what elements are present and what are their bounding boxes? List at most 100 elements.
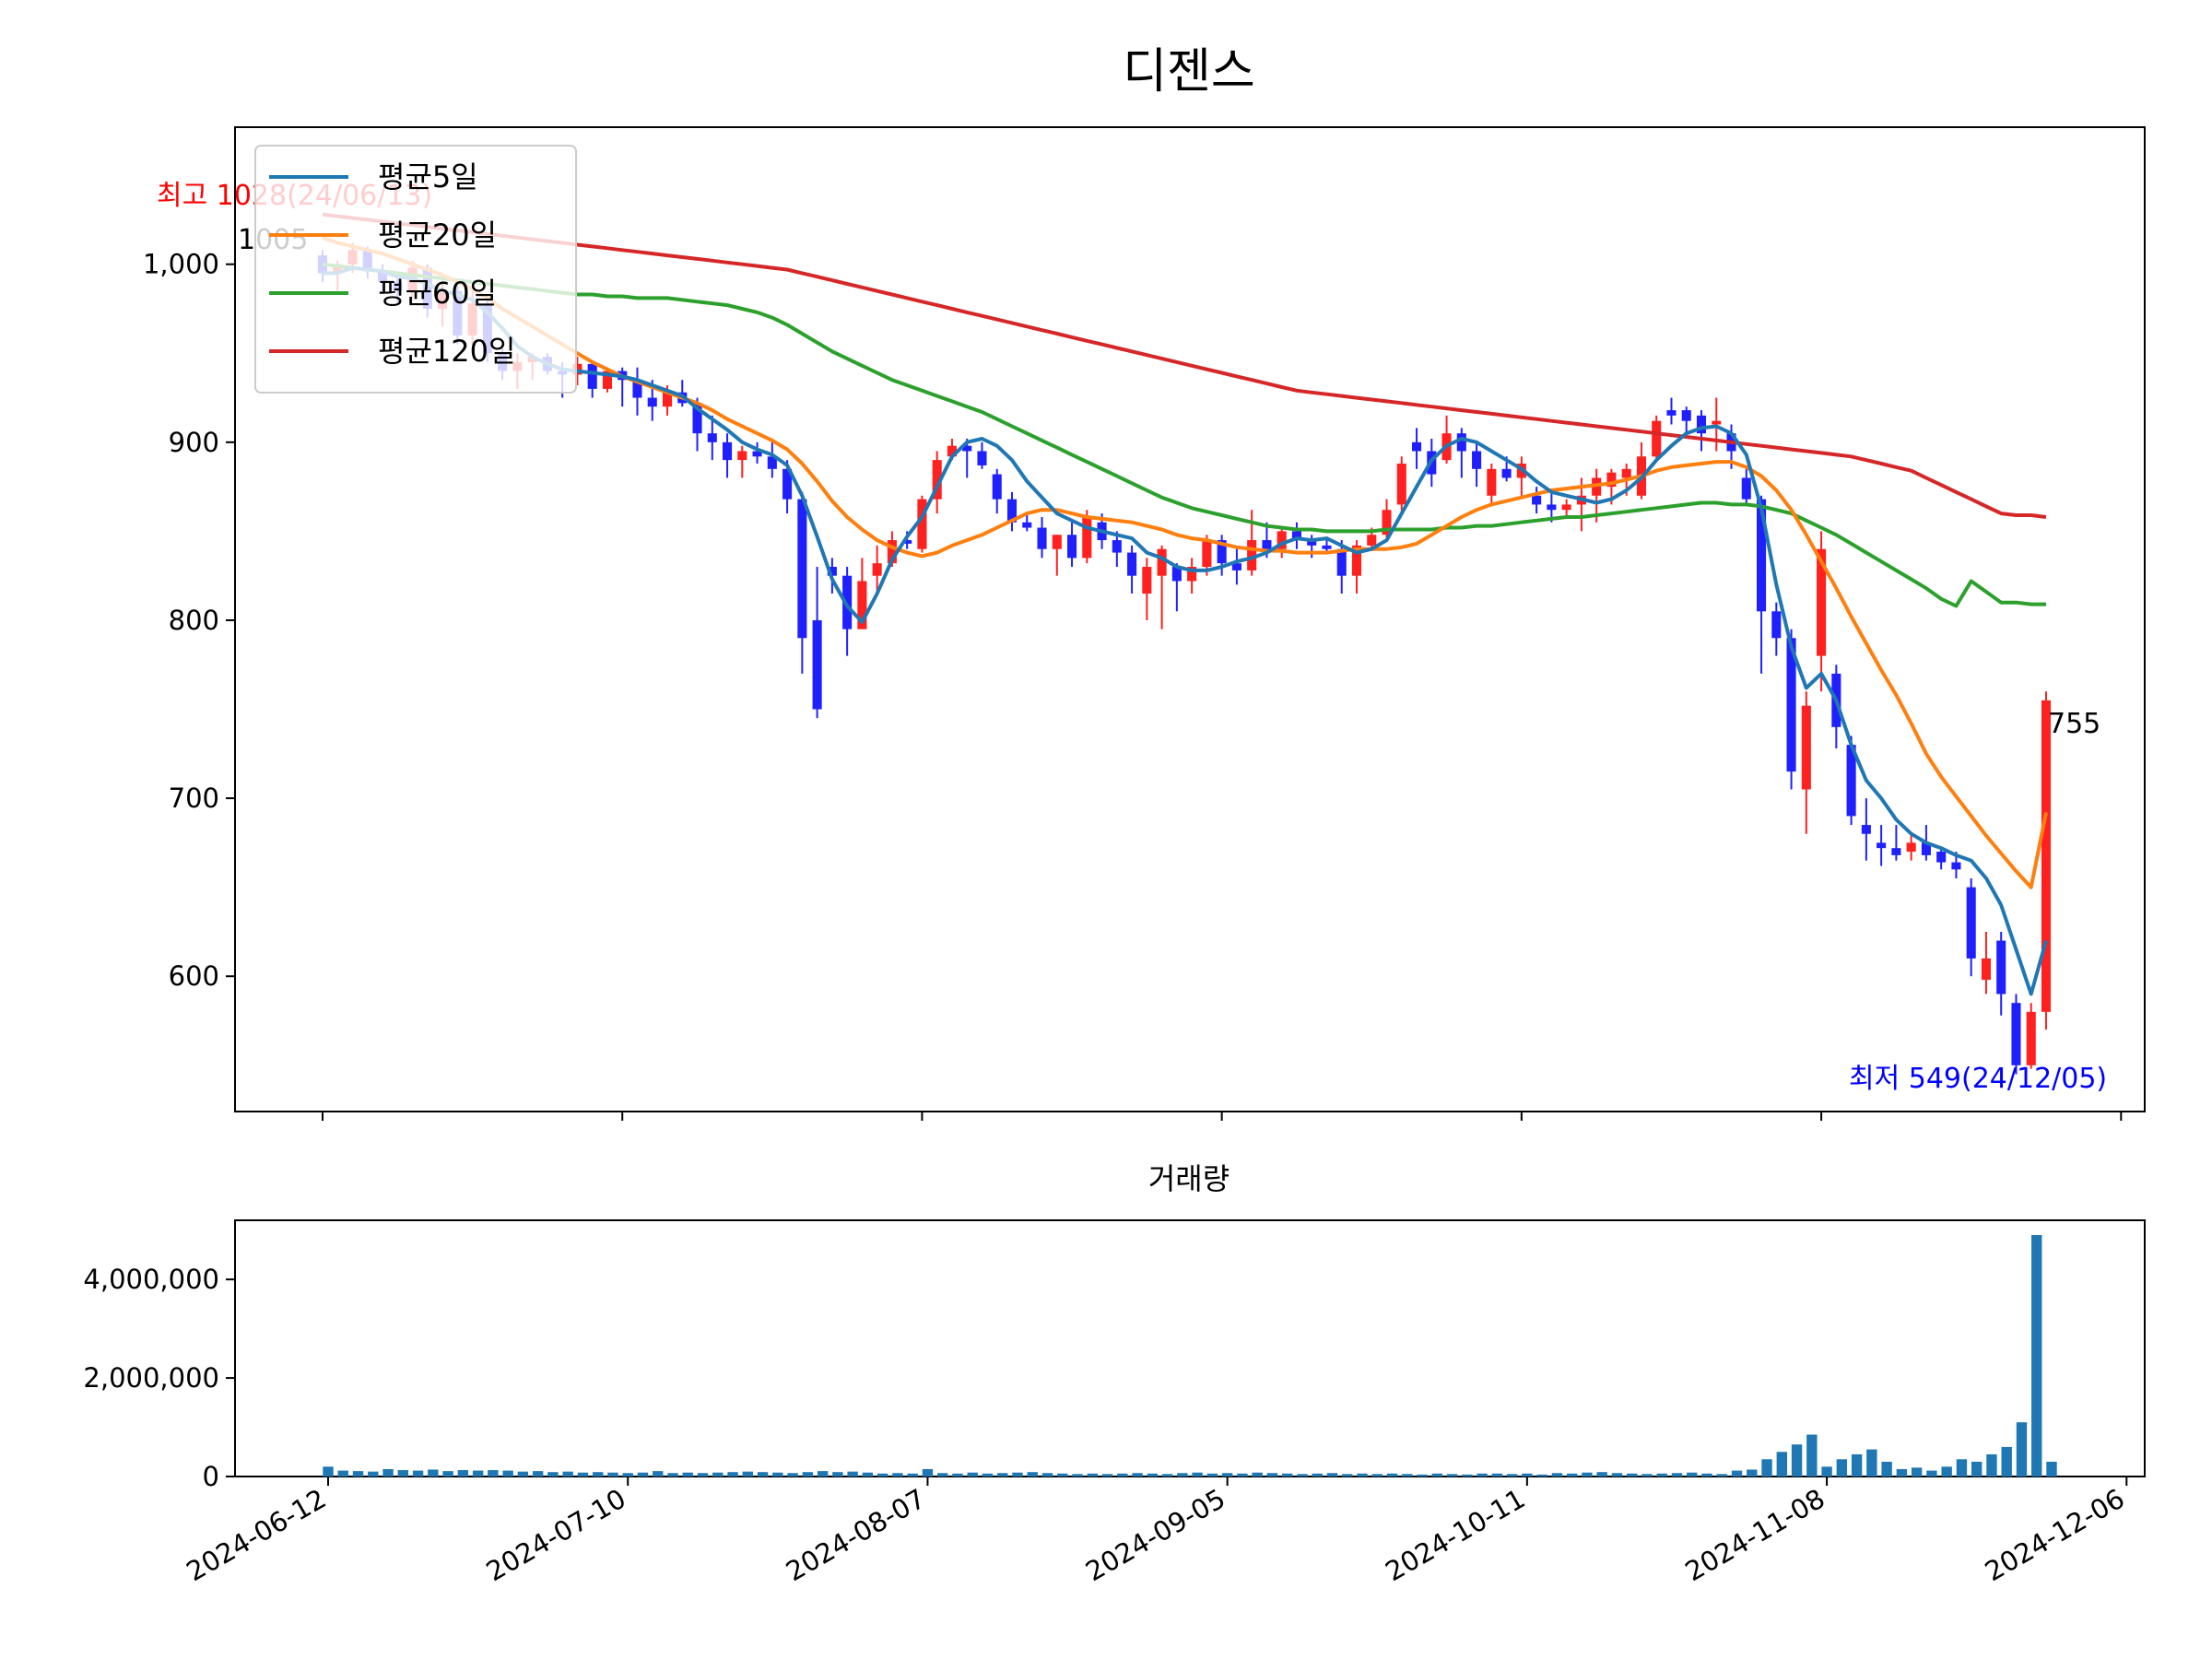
volume-bar xyxy=(802,1472,814,1477)
candle-body xyxy=(917,499,927,549)
legend-label-ma120: 평균120일 xyxy=(378,334,515,369)
candle-body xyxy=(827,567,837,576)
legend-label-ma5: 평균5일 xyxy=(378,159,478,194)
volume-bar xyxy=(1357,1473,1368,1477)
volume-bar xyxy=(1446,1474,1458,1477)
candle-body xyxy=(1112,540,1122,553)
candle-body xyxy=(1606,472,1617,488)
volume-bar xyxy=(1506,1474,1518,1477)
candle-body xyxy=(977,451,987,465)
volume-bar xyxy=(1731,1470,1743,1477)
volume-bar xyxy=(1582,1472,1593,1477)
volume-bar xyxy=(653,1471,664,1477)
volume-bar xyxy=(1342,1474,1353,1477)
volume-bar xyxy=(1402,1474,1413,1477)
chart-title: 디젠스 xyxy=(1123,44,1255,100)
volume-bar xyxy=(1747,1469,1758,1477)
volume-bar xyxy=(1117,1473,1128,1477)
candle-body xyxy=(1681,410,1691,421)
volume-y-axis: 0 2,000,000 4,000,000 xyxy=(83,1264,235,1492)
volume-bar xyxy=(1087,1473,1098,1477)
volume-bar xyxy=(1282,1473,1293,1477)
volume-bar xyxy=(1971,1461,1983,1477)
price-y-axis: 600 700 800 900 1,000 xyxy=(143,249,235,992)
volume-bar xyxy=(1297,1474,1308,1477)
candle-body xyxy=(1652,420,1662,457)
volume-bar xyxy=(1956,1459,1968,1477)
volume-y-tick-label: 4,000,000 xyxy=(83,1264,219,1295)
volume-bar xyxy=(1641,1474,1653,1477)
volume-bar xyxy=(787,1473,798,1477)
volume-bar xyxy=(412,1470,424,1477)
legend-frame xyxy=(254,145,577,394)
volume-bar xyxy=(1417,1474,1428,1477)
candle-body xyxy=(1877,842,1887,849)
volume-bar xyxy=(712,1472,724,1477)
candle-body xyxy=(1501,468,1512,478)
candle-body xyxy=(1202,540,1212,568)
candle-body xyxy=(1187,567,1197,582)
volume-bar xyxy=(877,1473,888,1477)
candle-body xyxy=(1171,567,1182,582)
candle-body xyxy=(1621,468,1631,478)
volume-bar xyxy=(1491,1473,1503,1477)
candle-body xyxy=(662,392,673,407)
candle-body xyxy=(723,441,733,461)
volume-bar xyxy=(532,1471,544,1477)
candle-body xyxy=(1277,531,1287,549)
candle-body xyxy=(1322,545,1332,549)
volume-y-tick-label: 0 xyxy=(203,1461,219,1492)
volume-bar xyxy=(1192,1472,1203,1477)
volume-bar xyxy=(1881,1461,1892,1477)
candle-body xyxy=(992,474,1002,500)
volume-bar xyxy=(1866,1449,1877,1477)
volume-bar xyxy=(397,1470,408,1477)
volume-bar xyxy=(1312,1473,1323,1477)
volume-bar xyxy=(682,1472,693,1477)
volume-bar xyxy=(428,1469,439,1477)
volume-bar xyxy=(2016,1422,2028,1477)
volume-bar xyxy=(502,1470,513,1477)
candle-body xyxy=(1951,862,1961,870)
volume-bar xyxy=(742,1471,753,1477)
volume-bar xyxy=(1611,1473,1623,1477)
candle-body xyxy=(1741,477,1751,500)
candle-body xyxy=(1966,887,1976,959)
candle-body xyxy=(887,540,897,564)
volume-bar xyxy=(1027,1472,1038,1477)
volume-bar xyxy=(1596,1472,1607,1477)
volume-bar xyxy=(1252,1472,1263,1477)
volume-bar xyxy=(1656,1473,1667,1477)
volume-bar xyxy=(1522,1473,1533,1477)
volume-bar xyxy=(1012,1472,1023,1477)
volume-bar xyxy=(368,1471,379,1477)
volume-bar xyxy=(1566,1473,1578,1477)
candle-body xyxy=(1052,535,1062,549)
volume-bar xyxy=(1761,1459,1772,1477)
volume-bar xyxy=(907,1473,918,1477)
candle-body xyxy=(1022,522,1032,528)
volume-bar xyxy=(1806,1434,1818,1477)
candle-body xyxy=(947,445,957,457)
candle-body xyxy=(1157,548,1167,576)
candle-body xyxy=(1217,540,1227,564)
candle-body xyxy=(1712,420,1722,425)
candle-body xyxy=(932,460,942,500)
candle-body xyxy=(1396,464,1406,505)
volume-bar xyxy=(637,1472,649,1477)
volume-bar xyxy=(1386,1473,1398,1477)
volume-bar xyxy=(727,1472,738,1477)
candle-body xyxy=(1037,527,1047,549)
volume-bar xyxy=(593,1472,604,1477)
volume-bar xyxy=(337,1470,348,1477)
candle-body xyxy=(1786,638,1796,772)
candle-body xyxy=(1067,535,1077,559)
volume-bar xyxy=(817,1471,829,1477)
candle-body xyxy=(1307,540,1317,546)
legend-label-ma60: 평균60일 xyxy=(378,276,497,311)
volume-bar xyxy=(577,1472,589,1477)
candle-body xyxy=(1846,745,1856,817)
volume-bar xyxy=(517,1471,529,1477)
